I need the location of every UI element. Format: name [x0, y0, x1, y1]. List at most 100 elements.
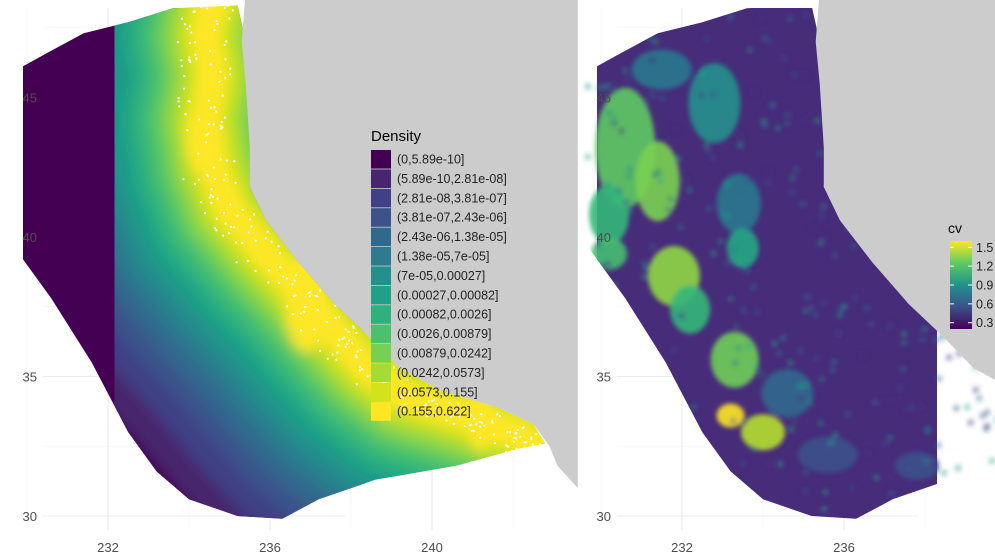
cv-cell: [887, 435, 893, 441]
legend-label: (0,5.89e-10]: [397, 153, 464, 167]
cv-cell: [611, 281, 618, 288]
observation-point: [206, 7, 209, 10]
cv-cell: [797, 395, 804, 401]
observation-point: [241, 208, 244, 211]
cv-cell: [732, 360, 739, 367]
observation-point: [268, 269, 271, 272]
cv-cell: [972, 386, 979, 393]
cv-cell: [605, 261, 612, 267]
cv-cell: [923, 458, 930, 465]
cv-cell: [741, 418, 748, 425]
observation-point: [433, 398, 436, 401]
observation-point: [445, 419, 448, 422]
observation-point: [530, 436, 533, 439]
cv-cell: [808, 305, 815, 312]
observation-point: [212, 4, 216, 7]
observation-point: [253, 213, 256, 216]
observation-point: [355, 331, 358, 334]
cv-cell: [664, 462, 671, 469]
observation-point: [235, 261, 238, 264]
cv-cell: [594, 429, 601, 436]
observation-point: [392, 366, 395, 369]
cv-cell: [750, 445, 757, 452]
cv-cell: [917, 404, 924, 411]
observation-point: [498, 415, 501, 418]
cv-cell: [835, 330, 842, 336]
legend-swatch: [371, 285, 391, 305]
observation-point: [402, 409, 406, 412]
cv-cell: [789, 174, 796, 181]
cv-cell: [849, 484, 856, 491]
observation-point: [347, 330, 350, 333]
observation-point: [496, 413, 499, 416]
cv-cell: [780, 55, 787, 62]
observation-point: [407, 392, 410, 396]
observation-point: [334, 304, 337, 307]
cv-cell: [793, 166, 799, 173]
observation-point: [414, 412, 417, 415]
cv-cell: [979, 412, 986, 419]
observation-point: [247, 231, 250, 234]
legend-label: (3.81e-07,2.43e-06]: [397, 211, 507, 225]
cv-cell: [603, 393, 610, 400]
cv-cell: [807, 399, 814, 405]
cv-cell: [908, 404, 914, 411]
observation-point: [480, 421, 483, 424]
cv-cell: [730, 246, 736, 253]
cv-cell: [838, 305, 845, 312]
cv-cell: [946, 354, 953, 361]
cv-cell: [649, 92, 656, 99]
observation-point: [241, 241, 244, 245]
observation-point: [413, 392, 416, 395]
observation-point: [313, 328, 316, 331]
legend-entry: (0.0573,0.155]: [371, 382, 478, 402]
cv-cell: [964, 404, 971, 411]
observation-point: [211, 195, 215, 198]
observation-point: [515, 447, 518, 450]
observation-point: [531, 443, 534, 446]
cv-patch: [688, 63, 741, 144]
cv-cell: [655, 78, 662, 85]
cv-cell: [610, 114, 617, 121]
density-legend: Density (0,5.89e-10] (5.89e-10,2.81e-08] (…: [371, 128, 507, 421]
legend-title: Density: [371, 128, 422, 145]
observation-point: [513, 436, 516, 439]
cv-cell: [610, 120, 617, 127]
axis-ticks-left: 232 236 240 30 35 40 45: [23, 91, 443, 556]
observation-point: [213, 28, 216, 32]
observation-point: [316, 339, 320, 342]
x-tick-label: 236: [259, 540, 281, 555]
cv-cell: [624, 75, 631, 82]
observation-point: [530, 438, 533, 441]
cv-cell: [698, 91, 705, 98]
cv-cell: [764, 179, 771, 185]
cv-cell: [758, 371, 765, 377]
observation-point: [206, 175, 210, 178]
cv-cell: [666, 390, 673, 397]
observation-point: [470, 429, 473, 432]
cv-patch: [710, 331, 759, 388]
cv-cell: [651, 171, 658, 178]
observation-point: [457, 402, 460, 405]
observation-point: [473, 417, 476, 420]
cv-cell: [859, 352, 866, 359]
cv-cell: [932, 337, 939, 344]
cv-cell: [977, 483, 984, 490]
observation-point: [452, 414, 455, 417]
observation-point: [345, 343, 348, 346]
observation-point: [505, 444, 508, 447]
cv-cell: [746, 175, 753, 182]
observation-point: [216, 22, 219, 25]
cv-cell: [750, 283, 757, 290]
cv-cell: [758, 15, 765, 22]
observation-point: [270, 240, 273, 243]
cv-cell: [690, 404, 697, 411]
cv-cell: [872, 399, 879, 406]
observation-points: [176, 1, 541, 454]
cv-cell: [712, 486, 718, 493]
cv-cell: [899, 366, 906, 373]
observation-point: [285, 277, 288, 280]
cv-cell: [787, 359, 794, 366]
observation-point: [183, 75, 186, 78]
